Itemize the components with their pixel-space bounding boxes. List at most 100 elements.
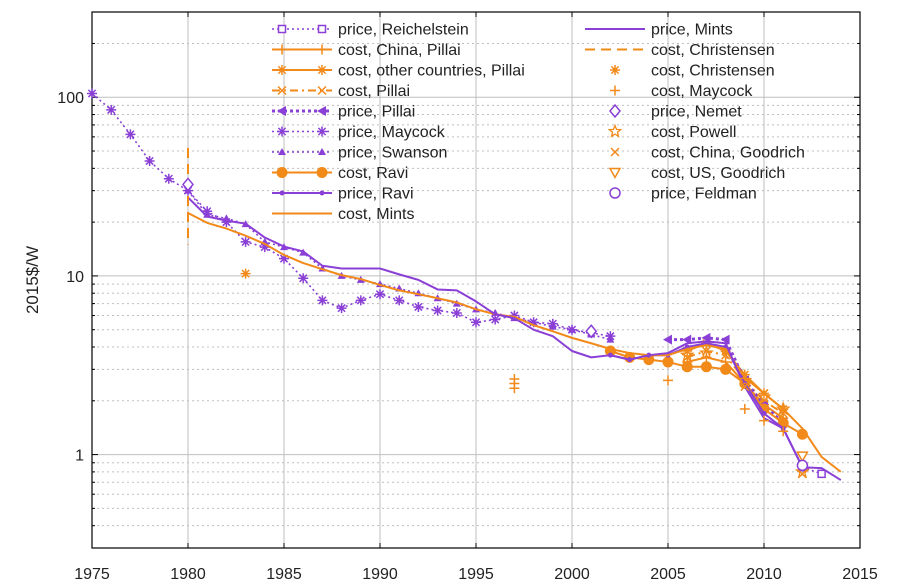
y-tick-label: 1 — [75, 448, 84, 465]
legend-entry: cost, Christensen — [585, 42, 775, 59]
series-17 — [796, 451, 809, 463]
series-line — [187, 212, 842, 473]
legend-label: cost, Ravi — [338, 165, 408, 182]
legend-marker — [317, 24, 327, 34]
data-point — [394, 295, 405, 306]
series-18 — [796, 459, 809, 472]
legend-entry: cost, China, Pillai — [272, 42, 461, 59]
data-point — [163, 173, 174, 184]
data-point — [144, 155, 155, 166]
legend-entry: cost, other countries, Pillai — [272, 63, 525, 80]
data-point — [720, 363, 732, 375]
legend-marker — [610, 147, 620, 157]
data-point — [681, 361, 693, 373]
data-point — [682, 345, 693, 356]
legend-marker — [276, 167, 288, 178]
data-point — [756, 389, 772, 404]
x-tick-label: 2015 — [842, 566, 878, 583]
data-point — [240, 268, 251, 279]
x-tick-label: 2000 — [554, 566, 590, 583]
legend-label: price, Swanson — [338, 145, 447, 162]
legend-marker — [317, 44, 327, 55]
legend-entry: cost, China, Goodrich — [610, 145, 805, 162]
legend-marker — [319, 190, 325, 196]
legend-label: price, Pillai — [338, 104, 415, 121]
series-13 — [509, 373, 789, 437]
data-point — [279, 253, 289, 264]
data-point — [585, 324, 598, 339]
data-point — [451, 308, 462, 319]
data-point — [759, 388, 769, 398]
data-point — [375, 289, 385, 300]
data-point — [336, 303, 347, 314]
data-point — [317, 295, 328, 306]
data-point — [471, 317, 481, 328]
legend-label: cost, Powell — [651, 124, 736, 141]
x-tick-label: 1995 — [458, 566, 494, 583]
legend-marker — [277, 24, 287, 34]
data-point — [106, 104, 117, 115]
legend-label: price, Mints — [651, 22, 733, 39]
legend-label: cost, Christensen — [651, 63, 775, 80]
data-point — [720, 334, 730, 345]
data-point — [759, 415, 769, 426]
legend-entry: price, Feldman — [609, 186, 757, 203]
legend-label: cost, Christensen — [651, 42, 775, 59]
legend-entry: cost, Mints — [272, 206, 414, 223]
legend-entry: cost, Powell — [607, 123, 736, 141]
legend-marker — [278, 148, 286, 155]
legend-label: cost, Maycock — [651, 83, 753, 100]
legend-label: price, Maycock — [338, 124, 446, 141]
legend-marker — [607, 123, 623, 138]
series-layer — [87, 88, 842, 481]
data-point — [568, 325, 576, 333]
legend-entry: cost, Maycock — [610, 83, 753, 100]
legend-marker — [277, 85, 287, 96]
y-axis-label: 2015$/W — [23, 246, 42, 314]
data-point — [662, 356, 674, 368]
legend-marker — [277, 126, 287, 137]
data-point — [490, 314, 501, 325]
data-point — [701, 332, 711, 343]
x-tick-label: 2005 — [650, 566, 686, 583]
legend-label: price, Reichelstein — [338, 22, 469, 39]
series-12 — [240, 268, 251, 279]
data-point — [509, 383, 520, 394]
legend-entry: price, Mints — [585, 22, 733, 39]
legend-entry: cost, US, Goodrich — [608, 165, 785, 182]
legend-entry: cost, Pillai — [272, 83, 410, 100]
legend-entry: price, Reichelstein — [272, 22, 469, 39]
x-tick-label: 1990 — [362, 566, 398, 583]
axis-layer: 1975 1980 1985 1990 1995 2000 2005 2010 2015 1 10 1… — [23, 11, 878, 583]
data-point — [643, 354, 655, 366]
data-point — [548, 322, 557, 330]
legend-entry: price, Maycock — [272, 124, 446, 141]
data-point — [240, 236, 251, 247]
data-point — [182, 177, 194, 192]
data-point — [87, 88, 97, 99]
legend-entry: price, Swanson — [272, 145, 447, 162]
data-point — [740, 382, 750, 392]
legend-marker — [277, 44, 287, 55]
legend: price, Reichelstein cost, China, Pillai co… — [272, 22, 805, 223]
series-line — [91, 92, 611, 337]
legend-marker — [317, 126, 327, 137]
series-16 — [740, 382, 807, 479]
legend-marker — [317, 65, 327, 75]
x-tick-label: 1975 — [74, 566, 110, 583]
legend-marker — [610, 85, 620, 96]
legend-label: price, Nemet — [651, 104, 742, 121]
data-point — [737, 372, 753, 387]
series-14 — [182, 177, 598, 339]
data-point — [355, 295, 366, 306]
data-point — [298, 273, 309, 284]
data-point — [221, 217, 232, 228]
legend-label: cost, US, Goodrich — [651, 165, 785, 182]
legend-marker — [317, 85, 327, 96]
legend-marker — [609, 103, 621, 119]
legend-label: cost, Mints — [338, 206, 414, 223]
data-point — [606, 335, 615, 343]
legend-marker — [277, 106, 286, 116]
data-point — [720, 345, 731, 356]
